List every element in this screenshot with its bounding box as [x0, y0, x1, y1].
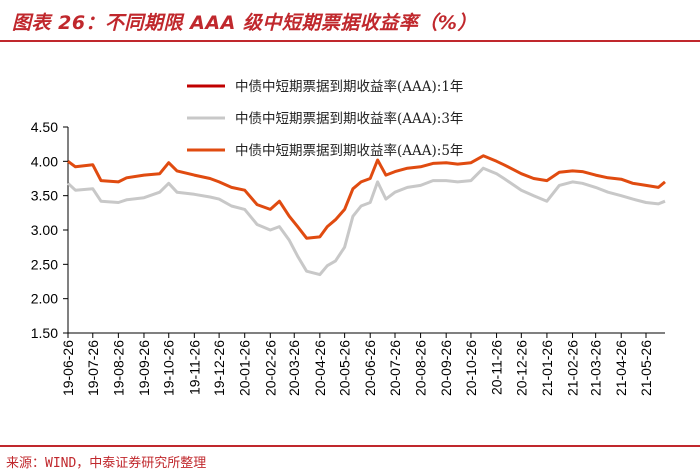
title-divider [0, 40, 700, 42]
x-tick-label: 20-07-26 [387, 340, 403, 396]
x-tick-label: 19-08-26 [110, 340, 126, 396]
source-divider [0, 445, 700, 447]
y-tick-label: 4.50 [31, 119, 58, 135]
x-tick-label: 20-09-26 [438, 340, 454, 396]
y-tick-label: 1.50 [31, 325, 58, 341]
x-tick-label: 21-04-26 [613, 340, 629, 396]
x-tick-label: 21-03-26 [588, 340, 604, 396]
x-tick-label: 21-01-26 [539, 340, 555, 396]
x-tick-label: 20-05-26 [337, 340, 353, 396]
x-tick-label: 19-12-26 [211, 340, 227, 396]
y-tick-label: 3.00 [31, 222, 58, 238]
x-tick-label: 19-07-26 [85, 340, 101, 396]
x-tick-label: 19-11-26 [186, 340, 202, 395]
series-line-series_3y [66, 166, 666, 277]
x-tick-label: 19-10-26 [161, 340, 177, 396]
x-tick-label: 20-06-26 [362, 340, 378, 396]
x-tick-label: 20-12-26 [513, 340, 529, 396]
x-tick-label: 20-02-26 [262, 340, 278, 396]
x-tick-label: 21-02-26 [565, 340, 581, 396]
y-tick-label: 3.50 [31, 188, 58, 204]
x-tick-label: 20-10-26 [463, 340, 479, 396]
chart-title: 图表 26：不同期限 AAA 级中短期票据收益率（%） [12, 12, 477, 34]
x-tick-label: 19-09-26 [136, 340, 152, 396]
x-tick-label: 20-04-26 [312, 340, 328, 396]
source-note: 来源：WIND，中泰证券研究所整理 [6, 456, 207, 471]
x-tick-label: 20-01-26 [237, 340, 253, 396]
legend-label-series_5y: 中债中短期票据到期收益率(AAA):5年 [235, 142, 463, 159]
y-tick-label: 2.00 [31, 291, 58, 307]
x-tick-label: 20-08-26 [413, 340, 429, 396]
legend-label-series_3y: 中债中短期票据到期收益率(AAA):3年 [235, 110, 463, 127]
x-tick-label: 20-03-26 [286, 340, 302, 396]
x-tick-label: 20-11-26 [489, 340, 505, 395]
x-tick-label: 19-06-26 [60, 340, 76, 396]
y-tick-label: 2.50 [31, 256, 58, 272]
series-line-series_5y [67, 154, 666, 240]
y-tick-label: 4.00 [31, 153, 58, 169]
legend-label-series_1y: 中债中短期票据到期收益率(AAA):1年 [235, 78, 463, 95]
x-tick-label: 21-05-26 [638, 340, 654, 396]
